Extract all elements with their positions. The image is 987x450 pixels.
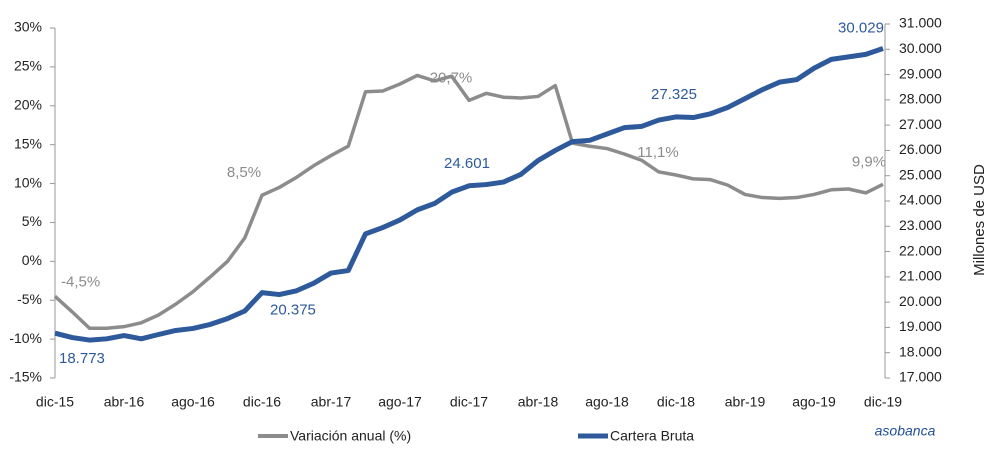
y-tick-label: 0%	[22, 252, 42, 268]
y-tick-label: -5%	[17, 291, 42, 307]
x-tick-label: dic-18	[657, 394, 695, 410]
x-tick-label: dic-15	[36, 394, 74, 410]
data-label: 20.375	[270, 302, 316, 319]
y2-tick-label: 29.000	[899, 65, 942, 81]
data-label: 27.325	[651, 86, 697, 103]
series-line	[53, 73, 884, 330]
y-tick-label: -10%	[9, 330, 42, 346]
y-tick-label: 15%	[14, 135, 42, 151]
y2-tick-label: 18.000	[899, 343, 942, 359]
data-label: 18.773	[59, 350, 105, 367]
y2-tick-label: 31.000	[899, 15, 942, 31]
y2-tick-label: 30.000	[899, 40, 942, 56]
y2-tick-label: 28.000	[899, 91, 942, 107]
x-tick-label: abr-16	[104, 394, 145, 410]
y-tick-label: -15%	[9, 369, 42, 385]
data-label: 9,9%	[852, 153, 886, 170]
y2-axis-label: Millones de USD	[971, 164, 987, 276]
y2-tick-label: 23.000	[899, 217, 942, 233]
y2-tick-label: 27.000	[899, 116, 942, 132]
y2-tick-label: 17.000	[899, 369, 942, 385]
y2-tick-label: 20.000	[899, 293, 942, 309]
logo: asobanca	[875, 423, 936, 439]
legend-label: Cartera Bruta	[610, 428, 694, 444]
y-tick-label: 20%	[14, 96, 42, 112]
y2-tick-label: 24.000	[899, 192, 942, 208]
data-label: 11,1%	[637, 144, 678, 161]
y2-tick-label: 19.000	[899, 318, 942, 334]
y-tick-label: 5%	[22, 213, 42, 229]
x-tick-label: abr-17	[311, 394, 352, 410]
x-tick-label: dic-16	[243, 394, 281, 410]
series-line	[54, 46, 884, 343]
y-tick-label: 25%	[14, 58, 42, 74]
y2-tick-label: 22.000	[899, 242, 942, 258]
x-tick-label: ago-16	[171, 394, 215, 410]
data-label: 30.029	[838, 20, 884, 37]
x-tick-label: ago-17	[378, 394, 422, 410]
data-label: 24.601	[444, 155, 490, 172]
x-tick-label: abr-19	[725, 394, 766, 410]
legend-label: Variación anual (%)	[290, 428, 411, 444]
data-label: -4,5%	[61, 273, 100, 290]
data-label: 8,5%	[227, 164, 261, 181]
y2-tick-label: 25.000	[899, 166, 942, 182]
x-tick-label: ago-18	[585, 394, 629, 410]
x-tick-label: dic-17	[450, 394, 488, 410]
y2-tick-label: 26.000	[899, 141, 942, 157]
x-tick-label: dic-19	[864, 394, 902, 410]
y-tick-label: 30%	[14, 19, 42, 35]
y-tick-label: 10%	[14, 174, 42, 190]
x-tick-label: ago-19	[792, 394, 836, 410]
data-label: 20,7%	[430, 69, 473, 86]
y2-tick-label: 21.000	[899, 268, 942, 284]
x-tick-label: abr-18	[518, 394, 559, 410]
